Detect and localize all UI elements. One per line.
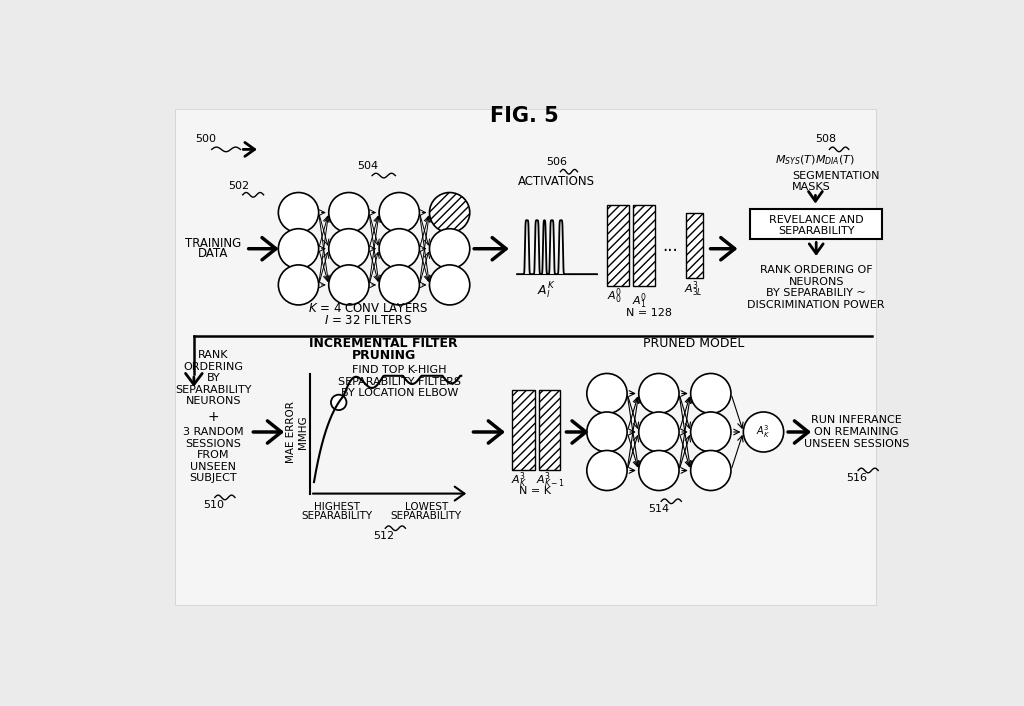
Circle shape: [331, 395, 346, 410]
Text: $M_{SYS}(T)M_{DIA}(T)$: $M_{SYS}(T)M_{DIA}(T)$: [775, 153, 855, 167]
Text: $A_K^3$: $A_K^3$: [511, 471, 527, 490]
Circle shape: [379, 265, 420, 305]
Circle shape: [690, 373, 731, 414]
Text: BY LOCATION ELBOW: BY LOCATION ELBOW: [341, 388, 458, 398]
Text: 506: 506: [546, 157, 567, 167]
Text: BY: BY: [207, 373, 220, 383]
Text: RANK: RANK: [198, 350, 228, 360]
Text: +: +: [208, 409, 219, 424]
Bar: [539, 390, 560, 470]
Text: RANK ORDERING OF: RANK ORDERING OF: [760, 265, 872, 275]
Text: 3 RANDOM: 3 RANDOM: [183, 427, 244, 437]
Circle shape: [329, 193, 369, 232]
Bar: [633, 205, 655, 286]
Text: SEPARABILITY: SEPARABILITY: [391, 511, 462, 521]
Text: N = K: N = K: [519, 486, 551, 496]
Circle shape: [279, 265, 318, 305]
Text: SUBJECT: SUBJECT: [189, 473, 238, 483]
Text: $A_0^0$: $A_0^0$: [607, 286, 623, 306]
Text: ORDERING: ORDERING: [183, 361, 244, 371]
Text: PRUNING: PRUNING: [351, 349, 416, 362]
Circle shape: [329, 265, 369, 305]
Text: NEURONS: NEURONS: [788, 277, 844, 287]
Text: ON REMAINING: ON REMAINING: [814, 427, 899, 437]
Text: $A_1^0$: $A_1^0$: [632, 292, 647, 311]
Text: SEPARABILITY: SEPARABILITY: [302, 511, 373, 521]
Text: PRUNED MODEL: PRUNED MODEL: [643, 337, 744, 350]
Text: LOWEST: LOWEST: [404, 502, 449, 512]
Circle shape: [743, 412, 783, 452]
Text: $A_{3L}^3$: $A_{3L}^3$: [684, 280, 703, 299]
Bar: [751, 209, 882, 239]
Text: 500: 500: [195, 134, 216, 145]
Text: FIG. 5: FIG. 5: [490, 107, 559, 126]
Text: 512: 512: [373, 531, 394, 541]
Text: HIGHEST: HIGHEST: [314, 502, 360, 512]
Text: DISCRIMINATION POWER: DISCRIMINATION POWER: [748, 300, 885, 310]
Text: ...: ...: [663, 237, 678, 255]
Circle shape: [429, 229, 470, 269]
Text: RUN INFERANCE: RUN INFERANCE: [811, 415, 902, 426]
Text: $A_{K-1}^3$: $A_{K-1}^3$: [536, 471, 565, 490]
Text: ACTIVATIONS: ACTIVATIONS: [518, 175, 595, 189]
Bar: [607, 205, 629, 286]
Text: FIND TOP K-HIGH: FIND TOP K-HIGH: [352, 366, 446, 376]
Circle shape: [639, 412, 679, 452]
Text: MAE ERROR
MMHG: MAE ERROR MMHG: [286, 401, 308, 463]
Circle shape: [279, 229, 318, 269]
Text: $A_K^3$: $A_K^3$: [757, 424, 770, 441]
Bar: [512, 390, 535, 470]
Text: UNSEEN: UNSEEN: [190, 462, 237, 472]
Text: SEGMENTATION: SEGMENTATION: [793, 172, 880, 181]
Circle shape: [587, 450, 627, 491]
Circle shape: [379, 229, 420, 269]
Text: $I$ = 32 FILTERS: $I$ = 32 FILTERS: [325, 314, 412, 327]
Text: MASKS: MASKS: [793, 182, 830, 192]
Text: INCREMENTAL FILTER: INCREMENTAL FILTER: [309, 337, 458, 350]
Text: SEPARABILITY: SEPARABILITY: [778, 226, 854, 236]
Circle shape: [639, 373, 679, 414]
Circle shape: [587, 373, 627, 414]
Text: FROM: FROM: [197, 450, 229, 460]
Text: 516: 516: [846, 473, 867, 483]
Text: N = 128: N = 128: [626, 308, 672, 318]
Text: 510: 510: [203, 500, 224, 510]
Text: SESSIONS: SESSIONS: [185, 438, 242, 448]
Circle shape: [690, 412, 731, 452]
Text: 504: 504: [357, 162, 379, 172]
Circle shape: [429, 265, 470, 305]
Circle shape: [639, 450, 679, 491]
Circle shape: [379, 193, 420, 232]
Text: $A_l^K$: $A_l^K$: [538, 281, 556, 301]
Text: 508: 508: [815, 134, 836, 145]
Text: $K$ = 4 CONV LAYERS: $K$ = 4 CONV LAYERS: [308, 302, 428, 316]
Text: REVELANCE AND: REVELANCE AND: [769, 215, 863, 225]
Bar: [686, 213, 703, 278]
Circle shape: [279, 193, 318, 232]
Text: DATA: DATA: [198, 247, 228, 260]
Circle shape: [429, 193, 470, 232]
Text: SEPARABILITY FILTERS: SEPARABILITY FILTERS: [338, 377, 461, 387]
Text: 502: 502: [228, 181, 250, 191]
Text: TRAINING: TRAINING: [185, 237, 242, 250]
Bar: [174, 109, 876, 605]
Circle shape: [690, 450, 731, 491]
Text: 514: 514: [648, 504, 670, 514]
Circle shape: [587, 412, 627, 452]
Text: SEPARABILITY: SEPARABILITY: [175, 385, 252, 395]
Text: NEURONS: NEURONS: [185, 396, 241, 406]
Circle shape: [329, 229, 369, 269]
Text: UNSEEN SESSIONS: UNSEEN SESSIONS: [804, 438, 909, 448]
Text: BY SEPARABILIY ~: BY SEPARABILIY ~: [766, 288, 866, 299]
